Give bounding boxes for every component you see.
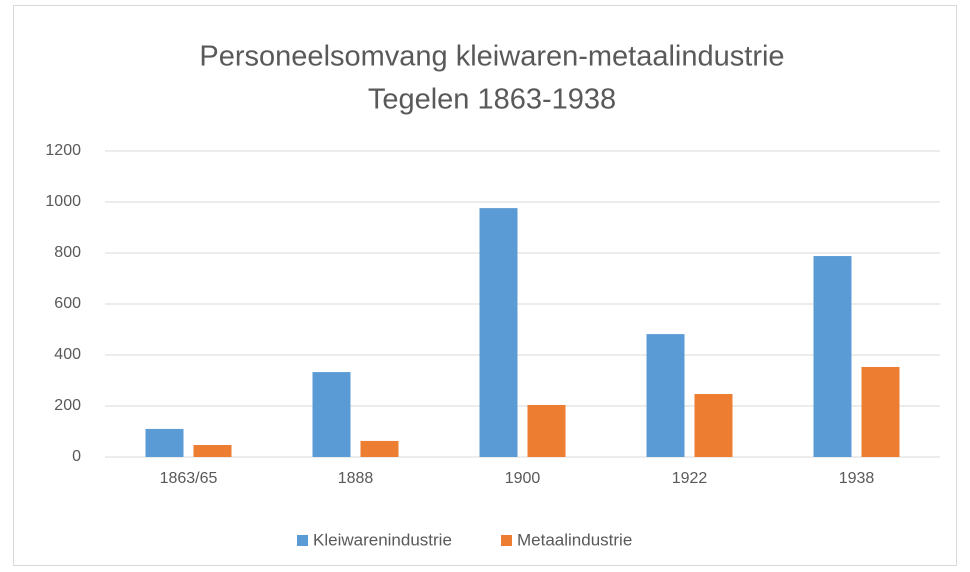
x-tick-label: 1900 xyxy=(505,470,541,487)
y-tick-label: 0 xyxy=(72,448,81,465)
x-tick-label: 1922 xyxy=(672,470,708,487)
legend-label: Kleiwarenindustrie xyxy=(313,530,452,549)
x-tick-label: 1938 xyxy=(839,470,875,487)
bar xyxy=(527,404,566,457)
bar xyxy=(646,334,685,457)
legend-swatch xyxy=(297,535,308,546)
bar xyxy=(694,394,733,457)
y-tick-label: 1000 xyxy=(45,193,81,210)
bar xyxy=(145,428,184,457)
y-tick-label: 400 xyxy=(54,346,81,363)
x-tick-label: 1888 xyxy=(338,470,374,487)
legend-swatch xyxy=(501,535,512,546)
bar xyxy=(813,256,852,457)
chart-title: Personeelsomvang kleiwaren-metaalindustr… xyxy=(199,41,784,73)
y-tick-label: 600 xyxy=(54,295,81,312)
y-tick-label: 800 xyxy=(54,244,81,261)
bar xyxy=(479,208,518,457)
bar xyxy=(193,445,232,457)
y-tick-label: 1200 xyxy=(45,142,81,159)
y-tick-label: 200 xyxy=(54,397,81,414)
legend-label: Metaalindustrie xyxy=(517,530,632,549)
bar xyxy=(312,372,351,457)
bar xyxy=(360,440,399,457)
chart-title: Tegelen 1863-1938 xyxy=(368,84,616,116)
bar xyxy=(861,366,900,457)
x-tick-label: 1863/65 xyxy=(160,470,218,487)
